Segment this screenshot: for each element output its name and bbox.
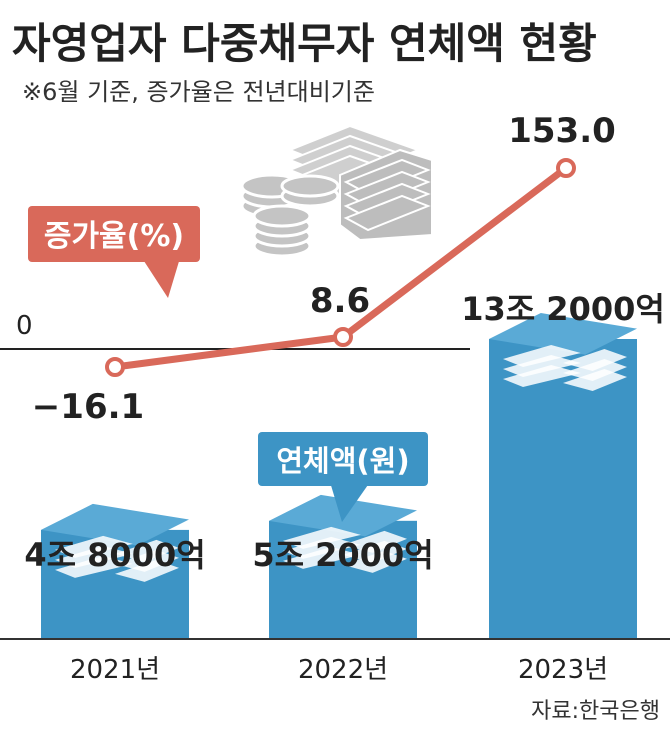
bar-stripe <box>55 535 133 558</box>
bar-stripe <box>343 550 407 573</box>
rate-value-label: −16.1 <box>32 387 144 427</box>
bar-stripe <box>343 540 407 563</box>
bar-stripe <box>283 526 361 549</box>
bar-stripe <box>503 355 581 377</box>
bar-stripe <box>55 555 133 578</box>
x-tick-label: 2023년 <box>518 655 608 685</box>
amount-labels: 4조 8000억 5조 2000억 13조 2000억 <box>24 290 664 574</box>
bar-body <box>489 339 637 639</box>
rate-point <box>105 357 125 377</box>
rate-point <box>333 327 353 347</box>
bar-top <box>41 503 189 546</box>
bar-stripe <box>563 359 627 381</box>
rate-legend: 증가율(%) <box>28 206 200 298</box>
bar-stripe <box>115 539 179 562</box>
bar-value-label: 5조 2000억 <box>252 536 433 574</box>
amount-legend-label: 연체액(원) <box>276 444 409 478</box>
bar-stripe <box>115 559 179 582</box>
source-label: 자료:한국은행 <box>531 699 660 724</box>
rate-labels: −16.1 8.6 153.0 <box>32 111 616 427</box>
amount-bar <box>269 494 417 639</box>
rate-legend-label: 증가율(%) <box>44 219 184 254</box>
bar-stripe <box>283 536 361 559</box>
rate-value-label: 8.6 <box>310 281 370 321</box>
rate-series <box>105 158 576 377</box>
bar-value-label: 4조 8000억 <box>24 536 205 574</box>
bar-stripe <box>563 369 627 391</box>
chart-title: 자영업자 다중채무자 연체액 현황 <box>12 19 597 68</box>
amount-bar <box>489 313 637 639</box>
amount-bar <box>41 503 189 639</box>
bar-value-label: 13조 2000억 <box>461 290 665 328</box>
bar-stripe <box>343 530 407 553</box>
rate-point <box>556 158 576 178</box>
bar-stripe <box>563 349 627 371</box>
rate-value-label: 153.0 <box>508 111 616 151</box>
rate-zero-label: 0 <box>16 311 33 341</box>
x-axis-labels: 2021년 2022년 2023년 <box>70 655 608 685</box>
bar-stripe <box>503 365 581 387</box>
chart-note: ※6월 기준, 증가율은 전년대비기준 <box>22 78 375 106</box>
bar-stripe <box>503 345 581 367</box>
bar-stripe <box>55 545 133 568</box>
x-tick-label: 2021년 <box>70 655 160 685</box>
money-icon <box>240 124 433 258</box>
amount-legend: 연체액(원) <box>258 432 428 522</box>
x-tick-label: 2022년 <box>298 655 388 685</box>
amount-bars <box>41 313 637 639</box>
bar-top <box>489 313 637 355</box>
bar-stripe <box>283 546 361 569</box>
bar-stripe <box>115 549 179 572</box>
